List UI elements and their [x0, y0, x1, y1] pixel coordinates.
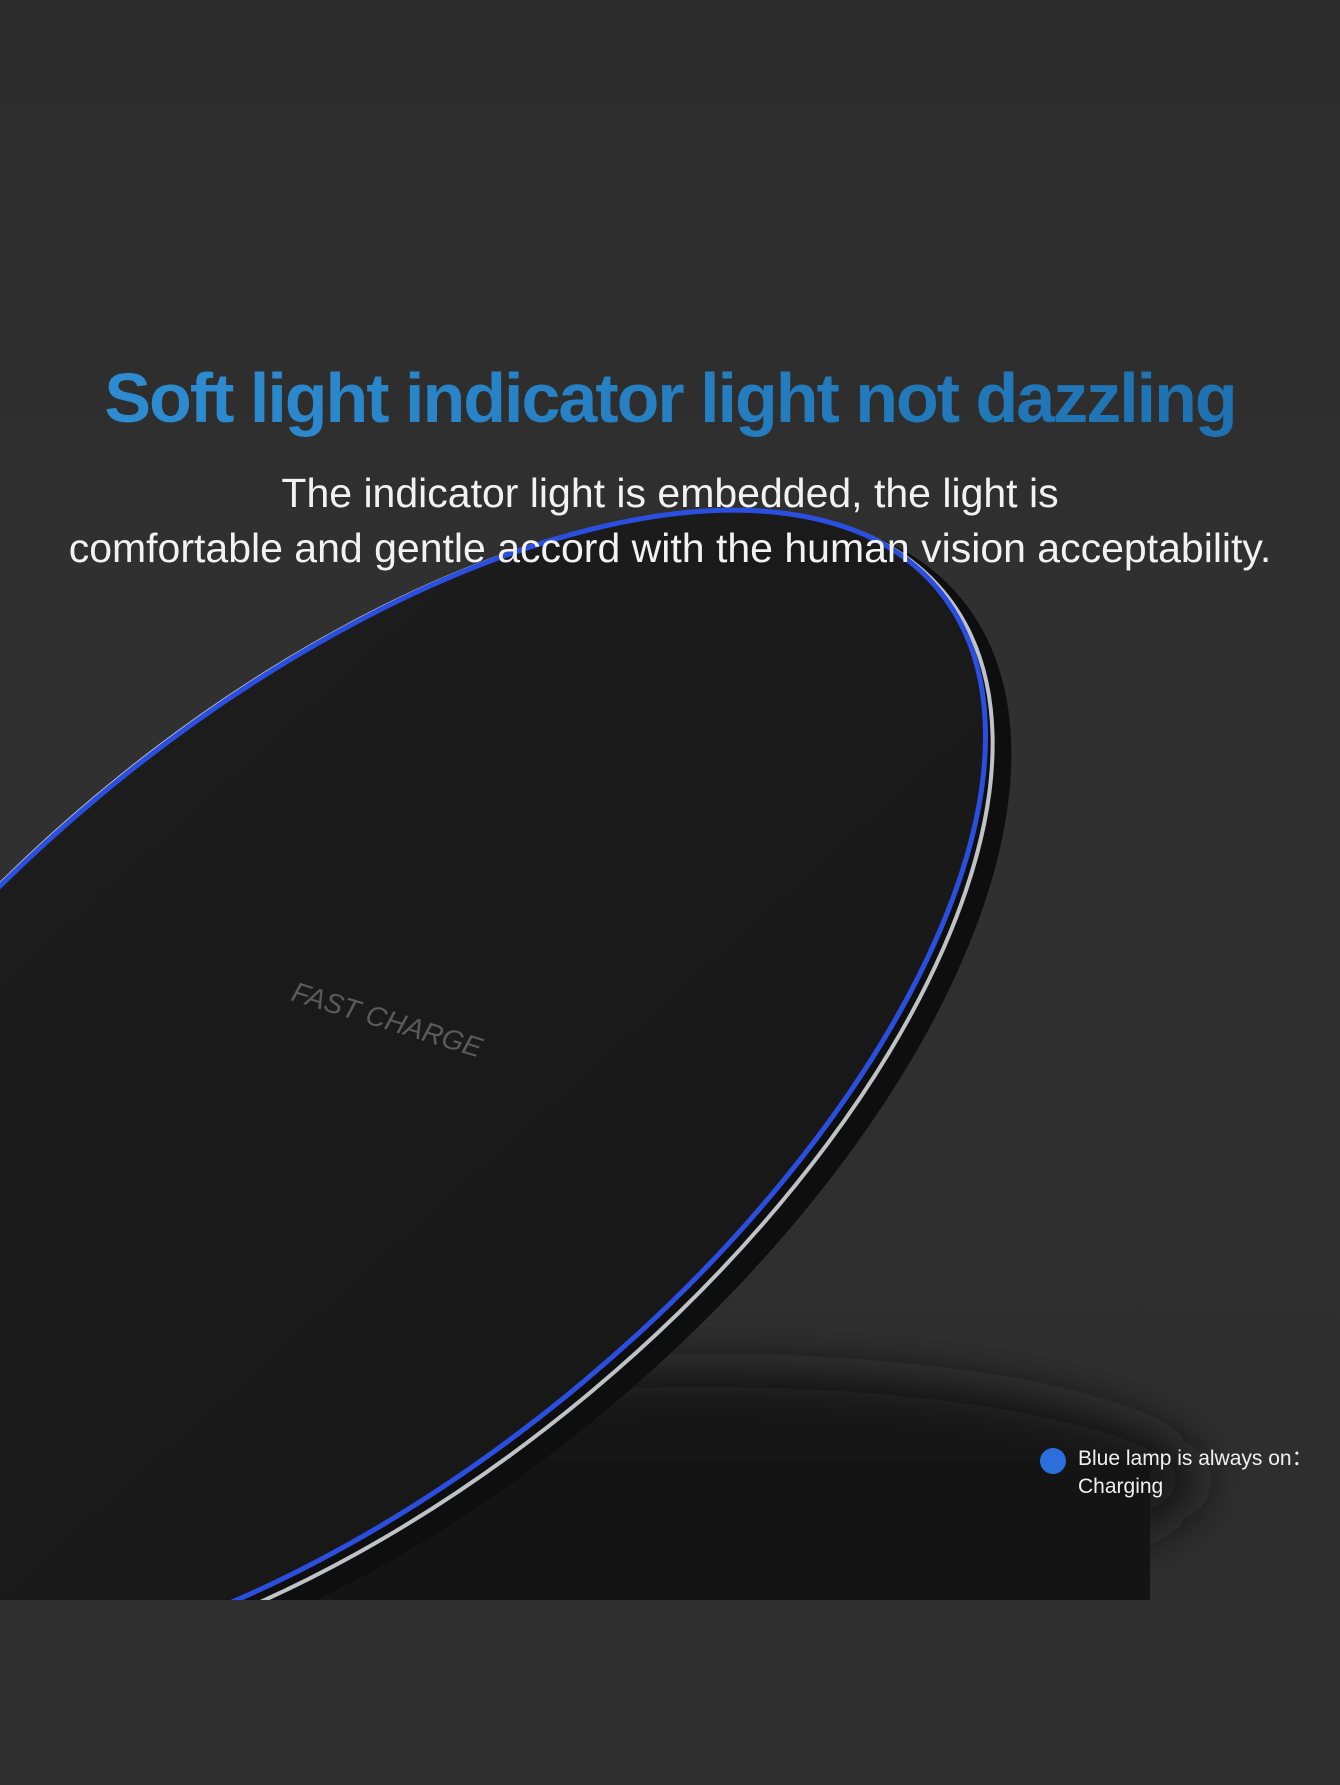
description-line-2: comfortable and gentle accord with the h…: [68, 525, 1272, 571]
product-banner: FAST CHARGE Soft light indicator light n…: [0, 0, 1340, 1600]
indicator-legend: Blue lamp is always on： Charging: [1040, 1445, 1313, 1501]
blue-lamp-dot-icon: [1040, 1448, 1066, 1474]
description-line-1: The indicator light is embedded, the lig…: [281, 470, 1059, 516]
legend-line-1: Blue lamp is always on：: [1078, 1447, 1313, 1470]
pad-top: [0, 509, 986, 1600]
wireless-charger-illustration: FAST CHARGE: [0, 507, 1200, 1600]
headline: Soft light indicator light not dazzling: [0, 358, 1340, 438]
legend-line-2: Charging: [1078, 1475, 1164, 1498]
blue-indicator-rim: [0, 507, 989, 1600]
